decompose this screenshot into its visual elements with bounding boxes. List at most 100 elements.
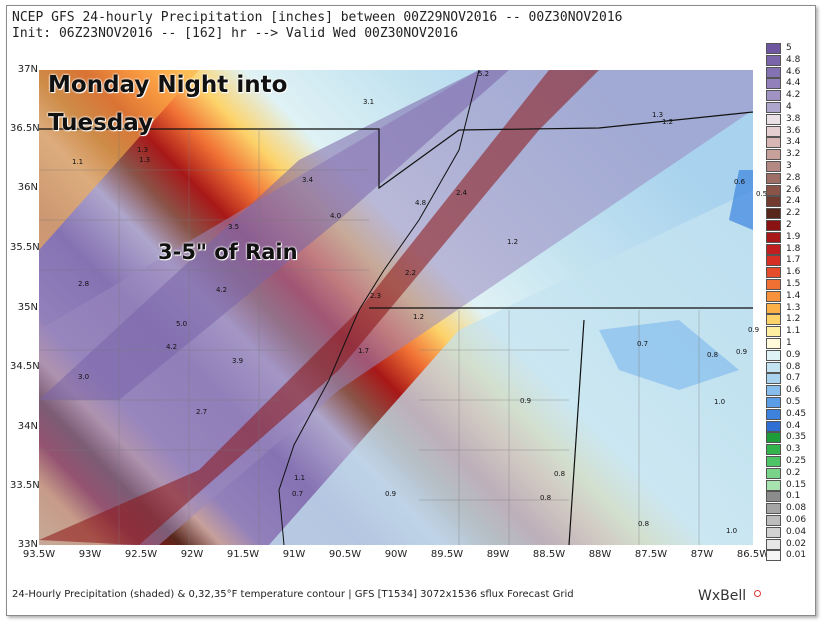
colorbar-swatch	[766, 113, 781, 125]
latitude-label: 35N	[17, 302, 38, 313]
annotation-period-line2: Tuesday	[48, 110, 154, 136]
colorbar-level: 0.45	[786, 408, 807, 419]
colorbar-swatch	[766, 349, 781, 361]
colorbar-level: 2.4	[786, 196, 801, 207]
colorbar-level: 2.6	[786, 184, 801, 195]
colorbar-swatch	[766, 255, 781, 267]
longitude-label: 88.5W	[532, 549, 566, 560]
colorbar-level: 2	[786, 220, 792, 230]
colorbar-swatch	[766, 66, 781, 78]
longitude-label: 93W	[78, 549, 102, 560]
colorbar-level: 0.08	[786, 503, 807, 514]
colorbar-level: 1.6	[786, 267, 801, 278]
longitude-label: 87W	[690, 549, 714, 560]
colorbar-level: 1.4	[786, 290, 801, 301]
map-subtitle: Init: 06Z23NOV2016 -- [162] hr --> Valid…	[12, 26, 459, 41]
precip-value-label: 1.2	[662, 118, 674, 126]
colorbar-swatch	[766, 102, 781, 113]
colorbar-swatch	[766, 267, 781, 279]
precip-value-label: 4.2	[216, 286, 228, 294]
precip-value-label: 4.2	[166, 343, 178, 351]
colorbar-level: 0.06	[786, 515, 807, 525]
precip-value-label: 2.2	[405, 269, 417, 277]
colorbar-level: 4	[786, 102, 792, 112]
colorbar-level: 5	[786, 43, 792, 53]
colorbar-swatch	[766, 54, 781, 66]
latitude-label: 34N	[17, 421, 38, 432]
annotation-rain-callout: 3-5" of Rain	[158, 240, 298, 264]
latitude-label: 33.5N	[10, 480, 40, 491]
colorbar-swatch	[766, 373, 781, 385]
precip-value-label: 1.1	[294, 474, 306, 482]
colorbar-swatch	[766, 161, 781, 172]
colorbar-swatch	[766, 220, 781, 231]
colorbar-swatch	[766, 432, 781, 444]
precip-value-label: 1.1	[72, 158, 84, 166]
precip-value-label: 0.7	[637, 340, 649, 348]
precip-value-label: 3.4	[302, 176, 314, 184]
precip-value-label: 4.0	[330, 212, 342, 220]
colorbar-swatch	[766, 243, 781, 255]
colorbar-level: 1.9	[786, 231, 801, 242]
colorbar-level: 2.2	[786, 208, 801, 219]
colorbar-level: 0.2	[786, 467, 801, 478]
map-title: NCEP GFS 24-hourly Precipitation [inches…	[12, 10, 623, 25]
colorbar-swatch	[766, 503, 781, 515]
precip-value-label: 0.8	[638, 520, 650, 528]
precip-value-label: 0.9	[748, 326, 760, 334]
colorbar-level: 1.8	[786, 243, 801, 254]
longitude-label: 92.5W	[124, 549, 158, 560]
footer-caption: 24-Hourly Precipitation (shaded) & 0,32,…	[12, 589, 574, 600]
precip-value-label: 0.9	[520, 397, 532, 405]
colorbar-level: 0.7	[786, 373, 801, 384]
colorbar-swatch	[766, 479, 781, 491]
colorbar-swatch	[766, 550, 781, 562]
precip-value-label: 4.8	[415, 199, 427, 207]
colorbar-level: 1.1	[786, 326, 801, 337]
colorbar-swatch	[766, 279, 781, 290]
precip-value-label: 2.3	[370, 292, 382, 300]
colorbar-level: 0.02	[786, 538, 807, 549]
precip-value-label: 1.3	[137, 146, 149, 154]
colorbar-level: 1.5	[786, 279, 801, 289]
colorbar-level: 3.6	[786, 125, 801, 136]
precip-value-label: 3.5	[228, 223, 240, 231]
colorbar-swatch	[766, 456, 781, 467]
colorbar-level: 3.2	[786, 149, 801, 160]
colorbar-level: 4.8	[786, 54, 801, 65]
longitude-label: 89W	[486, 549, 510, 560]
colorbar-swatch	[766, 43, 781, 54]
precip-value-label: 1.3	[652, 111, 664, 119]
colorbar-level: 0.25	[786, 456, 807, 466]
colorbar-level: 0.04	[786, 526, 807, 537]
colorbar-swatch	[766, 408, 781, 420]
colorbar-level: 0.8	[786, 361, 801, 372]
colorbar-swatch	[766, 125, 781, 137]
colorbar-level: 0.9	[786, 349, 801, 360]
colorbar-level: 3.4	[786, 137, 801, 148]
colorbar-swatch	[766, 467, 781, 479]
colorbar-swatch	[766, 444, 781, 456]
colorbar-level: 0.4	[786, 420, 801, 431]
brand-logo: WxBell	[698, 588, 747, 604]
precip-value-label: 3.0	[78, 373, 90, 381]
colorbar-swatch	[766, 491, 781, 503]
precipitation-map	[39, 70, 753, 545]
colorbar-swatch	[766, 172, 781, 184]
precip-value-label: 2.4	[456, 189, 468, 197]
precip-value-label: 0.8	[540, 494, 552, 502]
colorbar-swatch	[766, 137, 781, 149]
colorbar-swatch	[766, 326, 781, 338]
latitude-label: 36N	[17, 182, 38, 193]
precip-value-label: 5.2	[478, 70, 490, 78]
precip-value-label: 1.2	[507, 238, 519, 246]
precip-value-label: 3.9	[232, 357, 244, 365]
colorbar-level: 0.6	[786, 385, 801, 396]
precip-value-label: 1.0	[714, 398, 726, 406]
precip-value-label: 2.7	[196, 408, 208, 416]
colorbar-swatch	[766, 314, 781, 326]
colorbar-swatch	[766, 78, 781, 90]
latitude-label: 35.5N	[10, 242, 40, 253]
longitude-label: 86.5W	[736, 549, 770, 560]
colorbar-swatch	[766, 361, 781, 373]
